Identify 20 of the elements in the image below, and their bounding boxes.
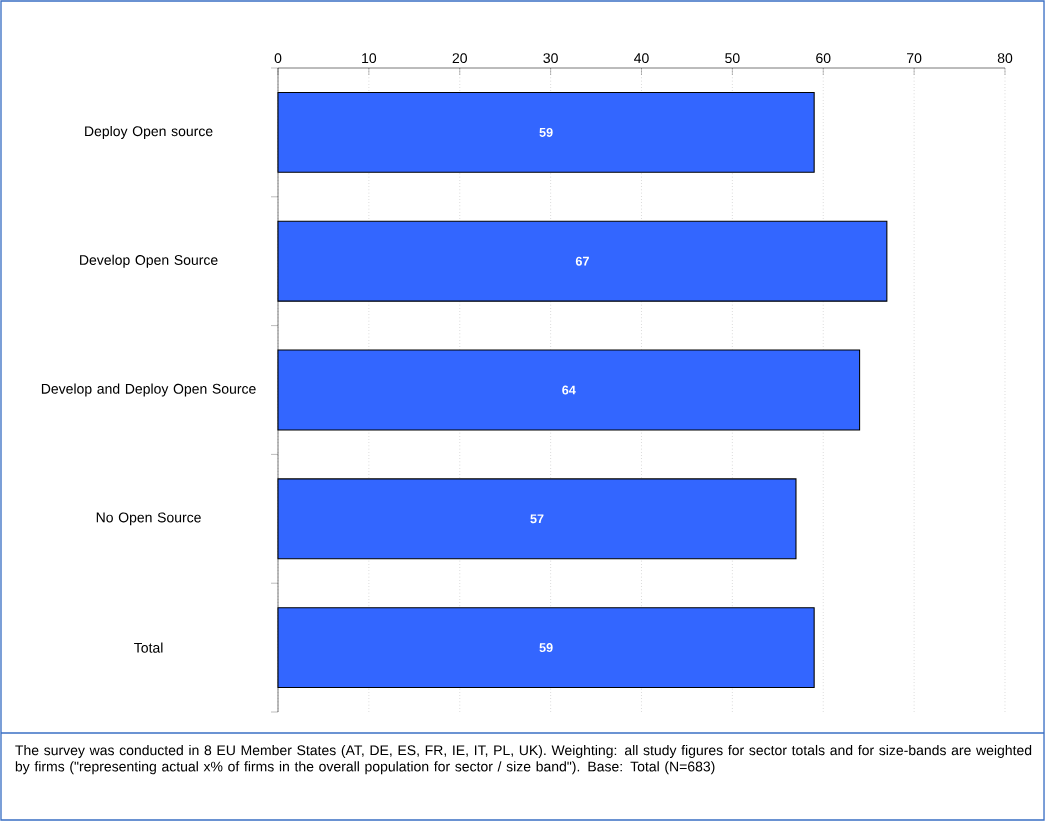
y-tick-label: Total	[134, 642, 163, 653]
data-label: 64	[562, 385, 576, 395]
text: The survey was conducted in 8 EU Member States (AT, DE, ES, FR, IE, IT, PL, UK). Weighting: all study figures for sector totals and for size-bands are weighted by firms ("representing actual x% of firms in the overall population for sector / size band"). Base: Total (N=683)	[15, 744, 1032, 775]
x-tick-label: 30	[543, 53, 558, 64]
x-tick-label: 50	[725, 53, 740, 64]
data-label: 59	[539, 643, 553, 653]
x-tick-label: 20	[452, 53, 467, 64]
x-tick-label: 80	[997, 53, 1013, 64]
data-label: 59	[539, 127, 553, 137]
x-tick-label: 10	[362, 53, 377, 64]
y-tick-label: Develop Open Source	[80, 254, 218, 268]
data-label: 57	[530, 514, 544, 524]
data-label: 67	[575, 256, 589, 266]
y-tick-label: Deploy Open source	[85, 125, 213, 139]
x-tick-label: 40	[634, 53, 649, 64]
x-tick-label: 0	[274, 53, 282, 64]
x-tick-label: 70	[907, 53, 922, 64]
y-tick-label: Develop and Deploy Open Source	[41, 383, 256, 397]
y-tick-label: No Open Source	[96, 512, 201, 526]
x-tick-label: 60	[816, 53, 831, 64]
